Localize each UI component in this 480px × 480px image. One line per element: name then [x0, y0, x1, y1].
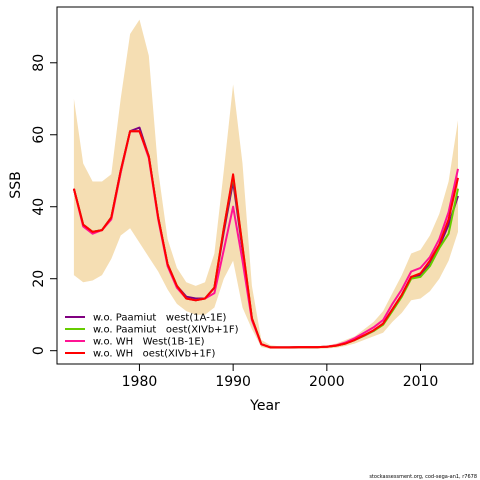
x-tick-label: 2010 — [403, 374, 439, 390]
x-axis: 1980 1990 2000 2010 — [122, 363, 439, 390]
confidence-band — [73, 19, 459, 349]
x-tick-label: 1990 — [215, 374, 251, 390]
series-line-4 — [72, 130, 459, 349]
legend-label-4: w.o. WH oest(XIVb+1F) — [93, 349, 215, 360]
footer-credit: stockassessment.org, cod-sega-an1, r7678 — [369, 474, 477, 480]
y-tick-label: 80 — [31, 54, 47, 72]
legend-label-3: w.o. WH West(1B-1E) — [93, 337, 205, 348]
y-tick-label: 0 — [31, 346, 47, 355]
x-tick-label: 2000 — [309, 374, 345, 390]
y-axis: 0 20 40 60 80 — [31, 54, 58, 355]
y-tick-label: 20 — [31, 270, 47, 288]
y-axis-label: SSB — [8, 171, 24, 198]
series-layer — [72, 126, 459, 349]
x-tick-label: 1980 — [122, 374, 158, 390]
y-tick-label: 40 — [31, 198, 47, 216]
y-tick-label: 60 — [31, 126, 47, 144]
confidence-band-layer — [73, 19, 459, 349]
legend-label-1: w.o. Paamiut west(1A-1E) — [93, 313, 227, 324]
legend: w.o. Paamiut west(1A-1E)w.o. Paamiut oes… — [65, 313, 239, 360]
x-axis-label: Year — [249, 398, 280, 414]
legend-label-2: w.o. Paamiut oest(XIVb+1F) — [93, 325, 239, 336]
